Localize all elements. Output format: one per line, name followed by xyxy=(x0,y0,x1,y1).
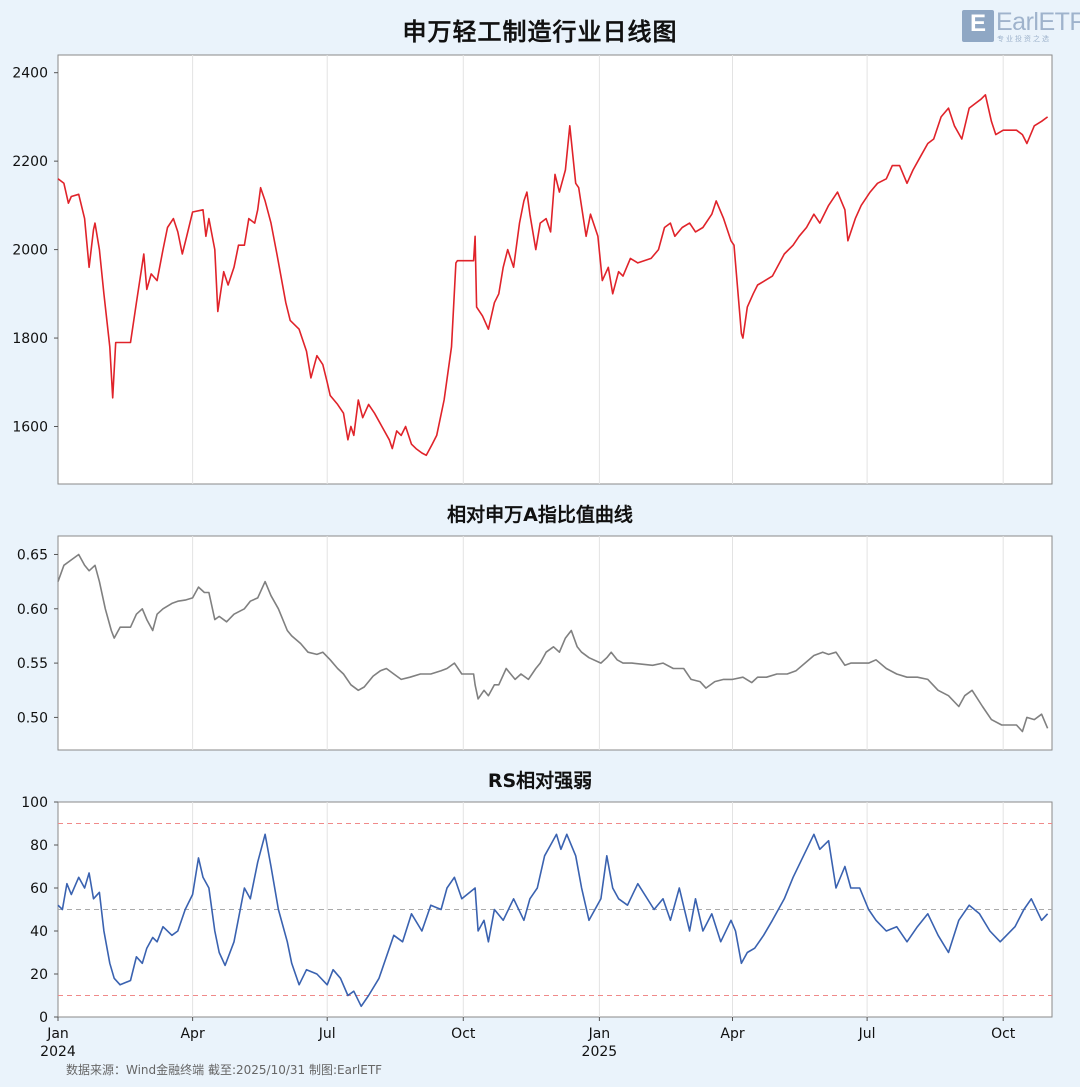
data-source-note: 数据来源：Wind金融终端 截至:2025/10/31 制图:EarlETF xyxy=(66,1063,383,1077)
rs-y-tick-label: 0 xyxy=(39,1010,48,1026)
logo-tagline: 专业投资之选 xyxy=(997,35,1051,43)
x-tick-label: Jul xyxy=(858,1026,876,1042)
rs-y-tick-label: 60 xyxy=(30,881,48,897)
x-tick-year-label: 2024 xyxy=(40,1044,76,1060)
x-tick-label: Jul xyxy=(318,1026,336,1042)
earletf-logo: E EarlETF 专业投资之选 xyxy=(962,8,1080,44)
price-y-tick-label: 2400 xyxy=(12,66,48,82)
x-tick-label: Apr xyxy=(720,1026,744,1042)
price-y-tick-label: 1600 xyxy=(12,420,48,436)
rs-series-line xyxy=(57,833,1049,1008)
rs-y-tick-label: 20 xyxy=(30,967,48,983)
ratio-y-tick-label: 0.55 xyxy=(17,656,48,672)
ratio-y-tick-label: 0.65 xyxy=(17,547,48,563)
x-tick-year-label: 2025 xyxy=(582,1044,618,1060)
logo-e-glyph-icon: E xyxy=(969,10,986,37)
ratio-series-line xyxy=(57,553,1049,733)
price-y-tick-label: 1800 xyxy=(12,331,48,347)
ratio-y-tick-label: 0.50 xyxy=(17,710,48,726)
ratio-panel-title: 相对申万A指比值曲线 xyxy=(447,504,633,526)
price-series-line xyxy=(57,94,1049,457)
price-plot-area xyxy=(57,54,1053,485)
price-y-tick-label: 2200 xyxy=(12,154,48,170)
rs-y-tick-label: 40 xyxy=(30,924,48,940)
rs-panel-title: RS相对强弱 xyxy=(487,770,593,792)
logo-mark-icon xyxy=(962,10,994,42)
ratio-plot-area xyxy=(57,535,1053,751)
price-y-tick-label: 2000 xyxy=(12,243,48,259)
x-tick-label: Jan xyxy=(588,1026,611,1042)
x-tick-label: Oct xyxy=(451,1026,476,1042)
chart-title: 申万轻工制造行业日线图 xyxy=(402,18,678,46)
x-tick-label: Apr xyxy=(180,1026,204,1042)
logo-brand: EarlETF xyxy=(996,8,1080,36)
rs-y-tick-label: 80 xyxy=(30,838,48,854)
ratio-y-tick-label: 0.60 xyxy=(17,602,48,618)
x-tick-label: Oct xyxy=(991,1026,1016,1042)
x-tick-label: Jan xyxy=(46,1026,69,1042)
rs-y-tick-label: 100 xyxy=(21,795,48,811)
